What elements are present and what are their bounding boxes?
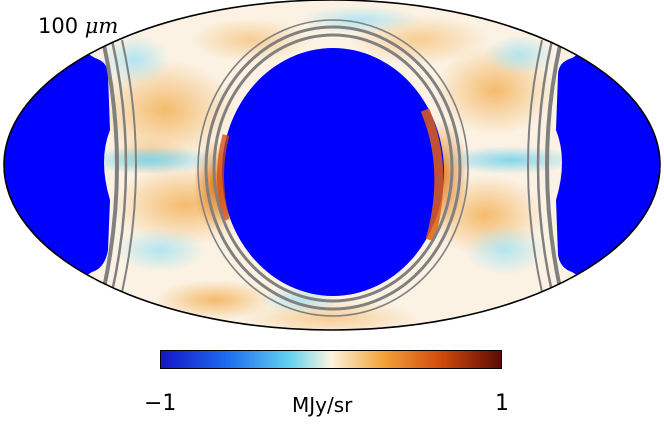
mask-right [556,0,660,330]
colorbar-min-label: −1 [144,391,177,416]
band-label: 100 μm [38,14,118,38]
colorbar-max-label: 1 [495,391,509,416]
band-value: 100 [38,14,79,38]
map-outline [3,0,661,331]
map-field [4,0,660,330]
colorbar-unit-label: MJy/sr [292,393,353,417]
colorbar [160,350,502,369]
mask-center [222,48,444,296]
mask-left [4,0,110,330]
scan-trails [102,19,562,317]
band-unit: μm [84,14,119,38]
